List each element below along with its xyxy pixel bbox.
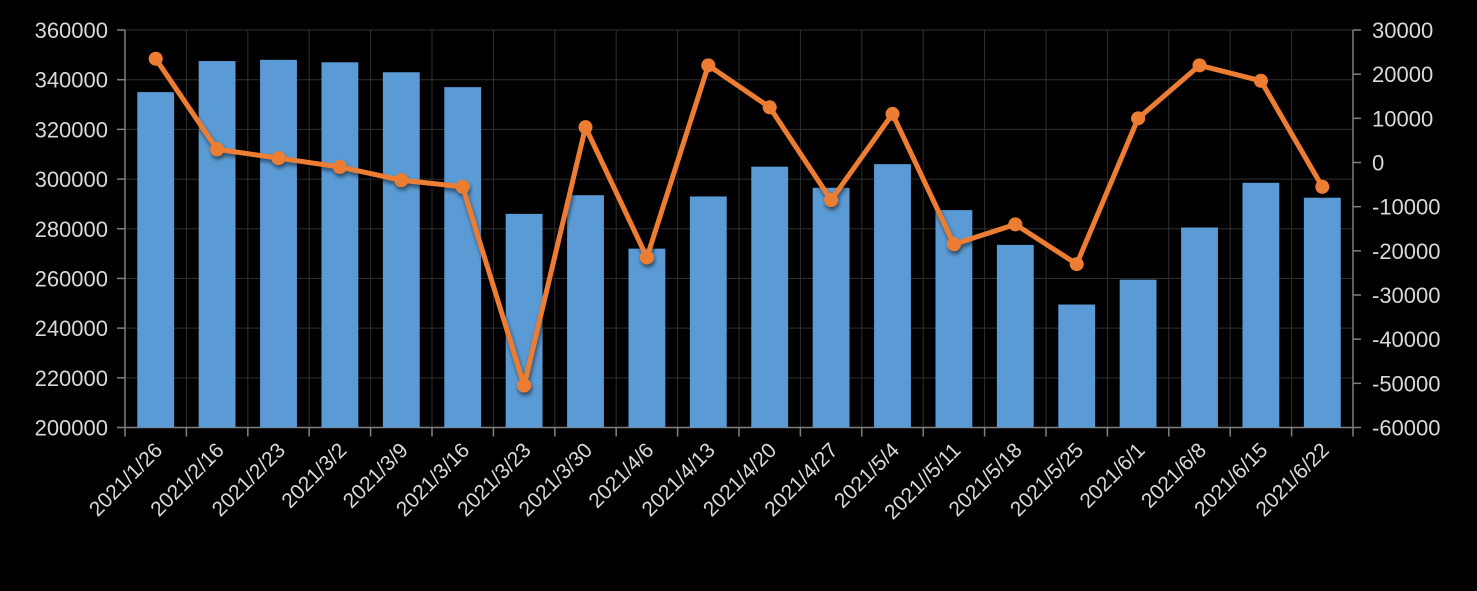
bar — [1119, 279, 1157, 428]
bar — [751, 166, 789, 428]
bar — [321, 62, 359, 428]
bar — [1303, 197, 1341, 428]
line-marker — [701, 58, 716, 73]
bar — [1058, 304, 1096, 428]
right-axis-tick-label: -30000 — [1372, 283, 1441, 308]
line-series — [148, 51, 1330, 393]
line-marker — [271, 151, 286, 166]
right-axis-tick-label: -10000 — [1372, 195, 1441, 220]
left-axis-tick-label: 280000 — [35, 217, 108, 242]
line-marker — [578, 120, 593, 135]
right-axis-tick-label: 0 — [1372, 151, 1384, 176]
left-axis-tick-label: 200000 — [35, 416, 108, 441]
bar — [382, 72, 420, 428]
line-marker — [885, 106, 900, 121]
line-marker — [762, 100, 777, 115]
bar — [628, 248, 666, 428]
line-marker — [210, 142, 225, 157]
bar-series — [137, 59, 1341, 428]
line-marker — [455, 179, 470, 194]
bar — [260, 59, 297, 428]
axis-ticks — [117, 29, 1361, 437]
right-axis-labels: 30000 20000 10000 0 -10000 -20000 -30000 -40000… — [1372, 18, 1441, 441]
bar — [874, 164, 911, 428]
line-marker — [1069, 257, 1084, 272]
left-axis-tick-label: 260000 — [35, 266, 108, 291]
bar — [812, 187, 850, 428]
left-axis-labels: 360000 340000 320000 300000 280000 260000 2400… — [35, 18, 108, 441]
right-axis-tick-label: -50000 — [1372, 371, 1441, 396]
left-axis-tick-label: 340000 — [35, 68, 108, 93]
right-axis-tick-label: 30000 — [1372, 18, 1433, 43]
line-marker — [1192, 58, 1207, 73]
line-marker — [824, 193, 839, 208]
line-marker — [639, 250, 654, 265]
right-axis-tick-label: -40000 — [1372, 327, 1441, 352]
bar — [1242, 182, 1280, 428]
bar — [137, 92, 175, 428]
line-marker — [1131, 111, 1146, 126]
bar — [1181, 227, 1218, 428]
right-axis-tick-label: 20000 — [1372, 62, 1433, 87]
bar — [444, 87, 482, 428]
line-marker — [394, 173, 409, 188]
line-marker — [1315, 179, 1330, 194]
left-axis-tick-label: 220000 — [35, 366, 108, 391]
bar — [567, 195, 604, 428]
line-marker — [946, 237, 961, 252]
line-marker — [517, 378, 532, 393]
line-marker — [1008, 217, 1023, 232]
left-axis-tick-label: 240000 — [35, 316, 108, 341]
right-axis-tick-label: 10000 — [1372, 106, 1433, 131]
line-marker — [332, 159, 347, 174]
right-axis-tick-label: -20000 — [1372, 239, 1441, 264]
left-axis-tick-label: 300000 — [35, 167, 108, 192]
left-axis-tick-label: 320000 — [35, 117, 108, 142]
right-axis-tick-label: -60000 — [1372, 416, 1441, 441]
bar — [198, 61, 236, 428]
bar — [996, 244, 1034, 428]
line-marker — [1253, 73, 1268, 88]
bar — [689, 196, 727, 428]
line-marker — [148, 51, 163, 66]
left-axis-tick-label: 360000 — [35, 18, 108, 43]
line-path — [153, 56, 1325, 389]
